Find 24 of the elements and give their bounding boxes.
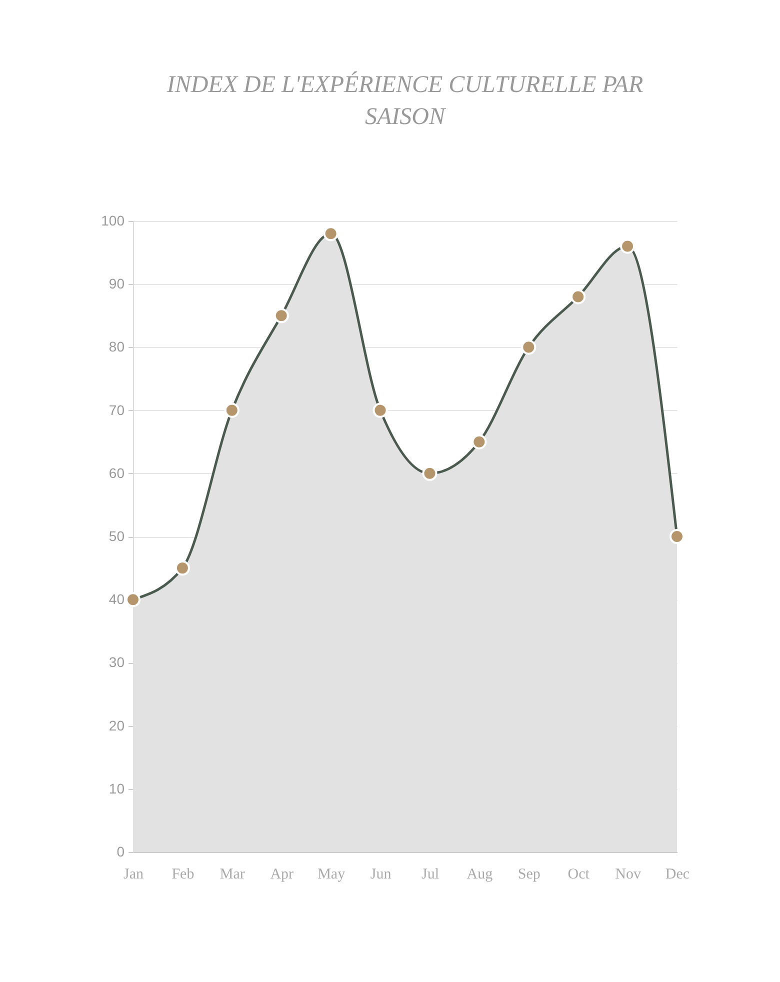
y-tick-label: 20 bbox=[108, 717, 125, 734]
x-tick-label: Jan bbox=[124, 866, 144, 882]
x-tick-label: Mar bbox=[220, 866, 245, 882]
x-tick-label: May bbox=[318, 866, 346, 882]
x-tick-label: Apr bbox=[270, 866, 294, 882]
x-tick-label: Aug bbox=[466, 866, 494, 882]
y-tick-label: 80 bbox=[108, 338, 125, 355]
y-tick-label: 60 bbox=[108, 464, 125, 481]
y-tick-label: 40 bbox=[108, 591, 125, 608]
x-tick-label: Sep bbox=[518, 866, 540, 882]
y-tick-label: 30 bbox=[108, 654, 125, 670]
x-tick-label: Feb bbox=[172, 866, 194, 882]
x-tick-label: Nov bbox=[615, 866, 642, 882]
x-tick-label: Jul bbox=[421, 866, 439, 882]
y-tick-label: 70 bbox=[108, 402, 125, 418]
y-tick-label: 90 bbox=[108, 276, 125, 292]
x-tick-label: Oct bbox=[568, 866, 590, 882]
x-tick-label: Jun bbox=[370, 866, 392, 882]
y-tick-label: 0 bbox=[116, 844, 125, 860]
y-tick-label: 100 bbox=[101, 212, 125, 228]
y-tick-label: 10 bbox=[108, 780, 125, 796]
y-tick-label: 50 bbox=[108, 528, 125, 544]
chart-title: INDEX DE L'EXPÉRIENCE CULTURELLE PAR SAISON bbox=[166, 71, 644, 130]
x-tick-label: Dec bbox=[665, 866, 690, 882]
